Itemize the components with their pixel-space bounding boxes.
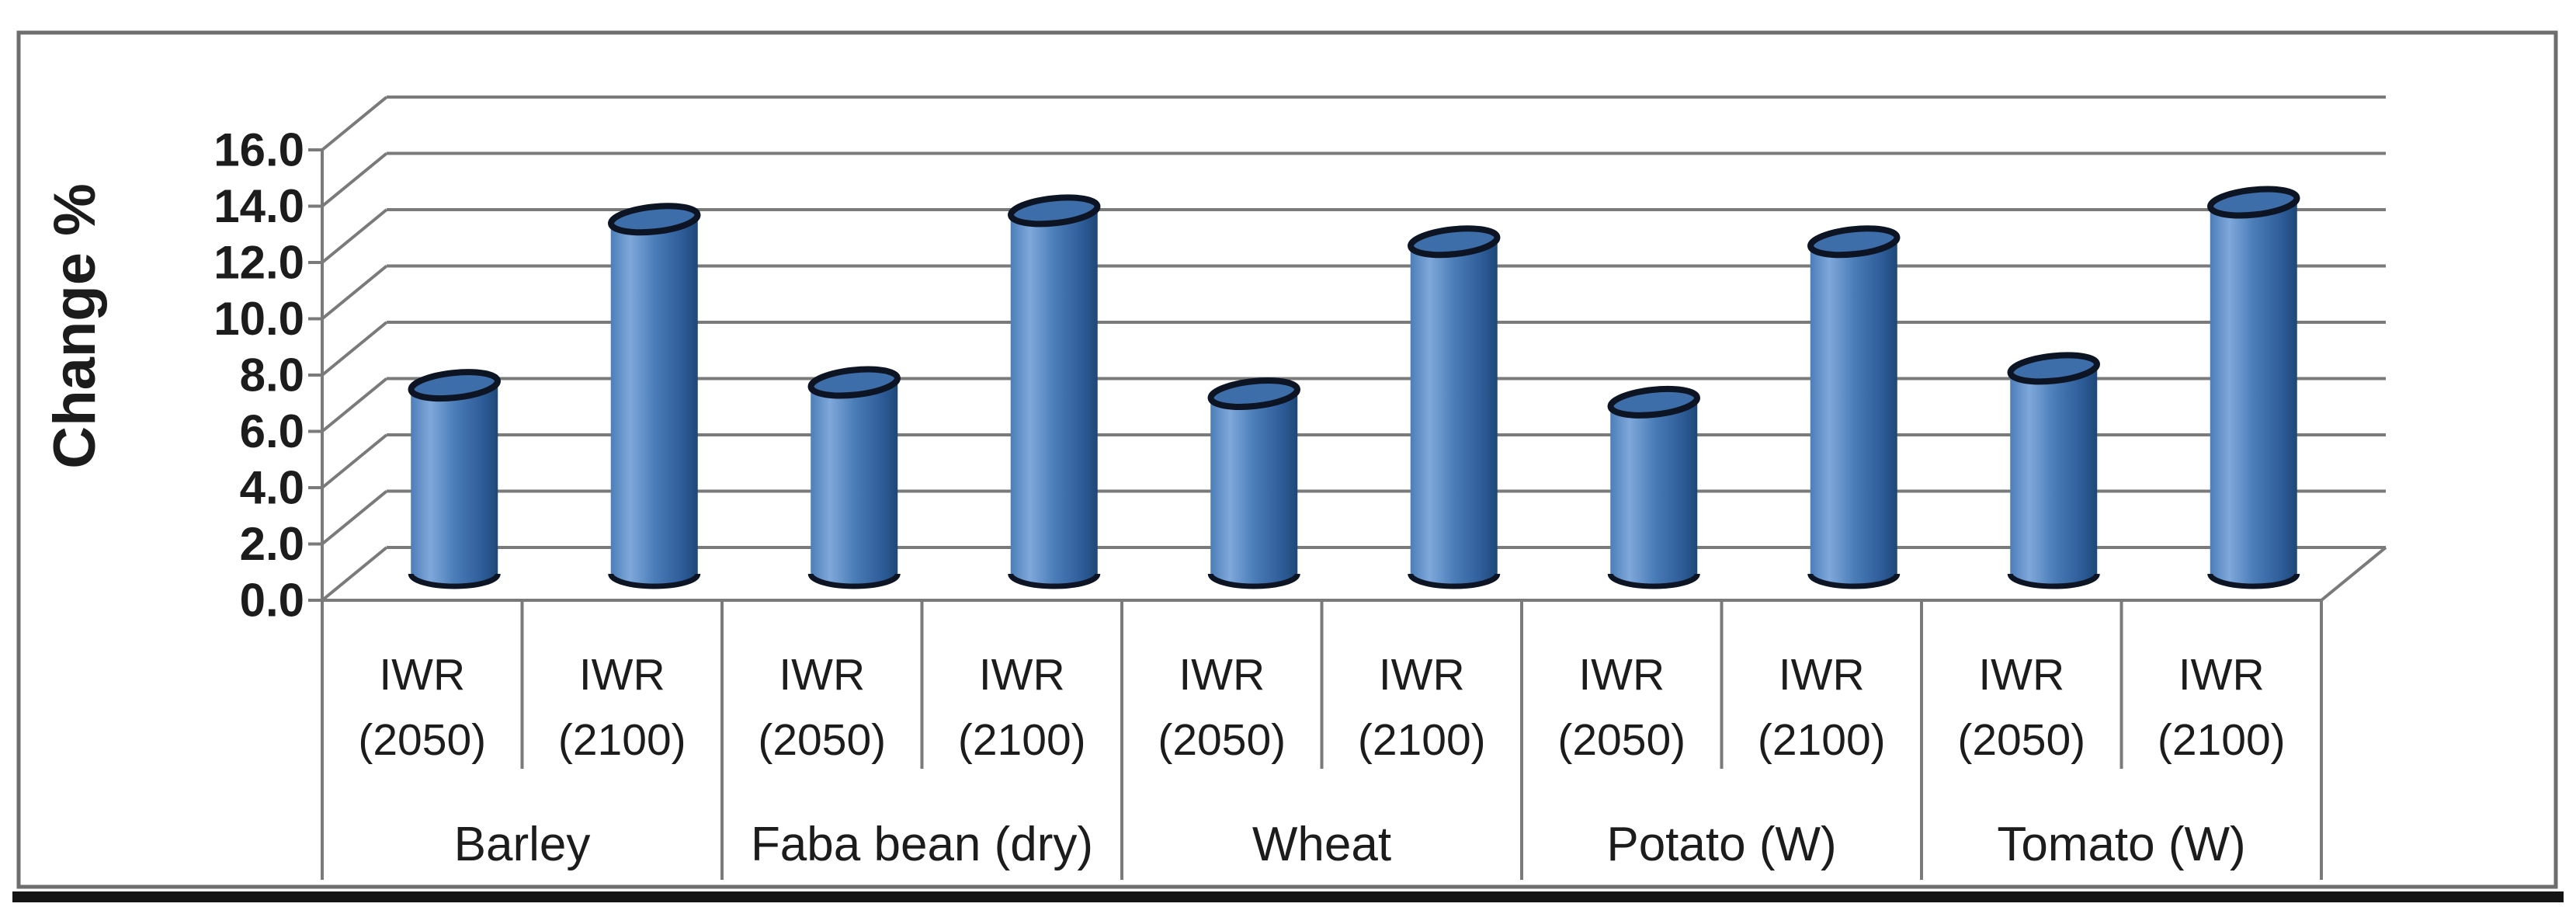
axes-layer [321,150,2323,880]
gridline-level [308,96,2386,151]
x-group-label: Barley [454,818,591,871]
bar-cylinder-barley-2100 [608,203,701,589]
x-cell-label: IWR (2100) [1758,650,1886,765]
cylinder-top [408,369,501,402]
cylinder-top [1807,225,1901,259]
cylinder-bottom-rim [1607,573,1700,589]
cylinder-top [2207,186,2300,219]
sidewall-gridline [321,151,388,208]
x-cell-label: IWR (2050) [758,650,886,765]
y-tick-label: 0.0 [240,575,304,627]
cylinder-body [2210,202,2297,586]
cylinder-bottom-rim [2007,573,2100,589]
cylinder-body [1210,394,1298,586]
gridline-level [308,151,2386,208]
y-tick-label: 10.0 [214,293,304,345]
gridline-level [308,321,2386,377]
cylinder-top [1008,194,1101,228]
sidewall-gridline [321,433,388,489]
cylinder-body [1810,242,1897,586]
cylinder-body [2010,368,2098,586]
y-axis-title: Change % [42,183,108,468]
y-tick-label: 14.0 [214,180,304,232]
x-group-label: Wheat [1252,818,1391,871]
cylinder-body [411,385,498,586]
cylinder-body [1010,210,1098,586]
bar-cylinder-tomato-w-2100 [2207,186,2300,589]
cylinder-top [1408,225,1501,259]
sidewall-gridline [321,264,388,321]
bar-cylinder-tomato-w-2050 [2007,352,2100,589]
bar-cylinder-faba-bean-dry-2050 [807,366,901,589]
figure-bottom-border [12,891,2564,902]
x-cell-label: IWR (2100) [2158,650,2286,765]
y-tick-label: 12.0 [214,237,304,289]
x-group-label: Potato (W) [1606,818,1836,871]
cylinder-bottom-rim [1008,573,1101,589]
cylinder-top [1207,377,1300,410]
cylinder-top [2007,352,2100,385]
bar-cylinder-barley-2050 [408,369,501,589]
cylinder-top [807,366,901,399]
cylinder-bottom-rim [1807,573,1901,589]
x-group-label: Tomato (W) [1997,818,2245,871]
sidewall-gridline [321,546,388,602]
cylinder-bottom-rim [2207,573,2300,589]
sidewall-gridline [321,489,388,546]
sidewall-gridline [321,208,388,264]
cylinder-bottom-rim [807,573,901,589]
y-tick-label: 16.0 [214,124,304,176]
cylinder-bottom-rim [1408,573,1501,589]
y-tick-label: 8.0 [240,349,304,401]
sidewall-gridline [321,96,388,151]
x-cell-label: IWR (2100) [1358,650,1486,765]
y-tick-label: 4.0 [240,462,304,514]
bar-cylinder-faba-bean-dry-2100 [1008,194,1101,589]
bar-cylinder-potato-w-2050 [1607,385,1700,589]
floor-right-edge [2320,546,2387,602]
cylinder-top [1607,385,1700,419]
sidewall-gridline [321,321,388,377]
cylinder-bottom-rim [408,573,501,589]
x-cell-label: IWR (2100) [958,650,1086,765]
gridline-level [308,264,2386,321]
x-cell-label: IWR (2050) [358,650,486,765]
cylinder-top [608,203,701,236]
x-cell-label: IWR (2050) [1557,650,1686,765]
x-cell-label: IWR (2050) [1957,650,2085,765]
bar-cylinder-potato-w-2100 [1807,225,1901,589]
x-cell-label: IWR (2050) [1158,650,1286,765]
gridline-level [308,208,2386,264]
y-tick-label: 2.0 [240,518,304,570]
x-group-label: Faba bean (dry) [751,818,1093,871]
y-tick-label: 6.0 [240,405,304,457]
cylinder-body [610,219,698,586]
cylinder-bottom-rim [1207,573,1300,589]
bars-layer [408,186,2300,589]
sidewall-gridline [321,377,388,433]
cylinder-bottom-rim [608,573,701,589]
x-cell-label: IWR (2100) [558,650,686,765]
cylinder-body [1610,401,1698,586]
cylinder-body [1410,242,1498,586]
labels-layer: 0.02.04.06.08.010.012.014.016.0 Change % I… [42,124,2286,872]
bar-cylinder-wheat-2100 [1408,225,1501,589]
figure-border [16,30,2558,889]
bar-cylinder-wheat-2050 [1207,377,1300,589]
cylinder-body [811,382,898,586]
